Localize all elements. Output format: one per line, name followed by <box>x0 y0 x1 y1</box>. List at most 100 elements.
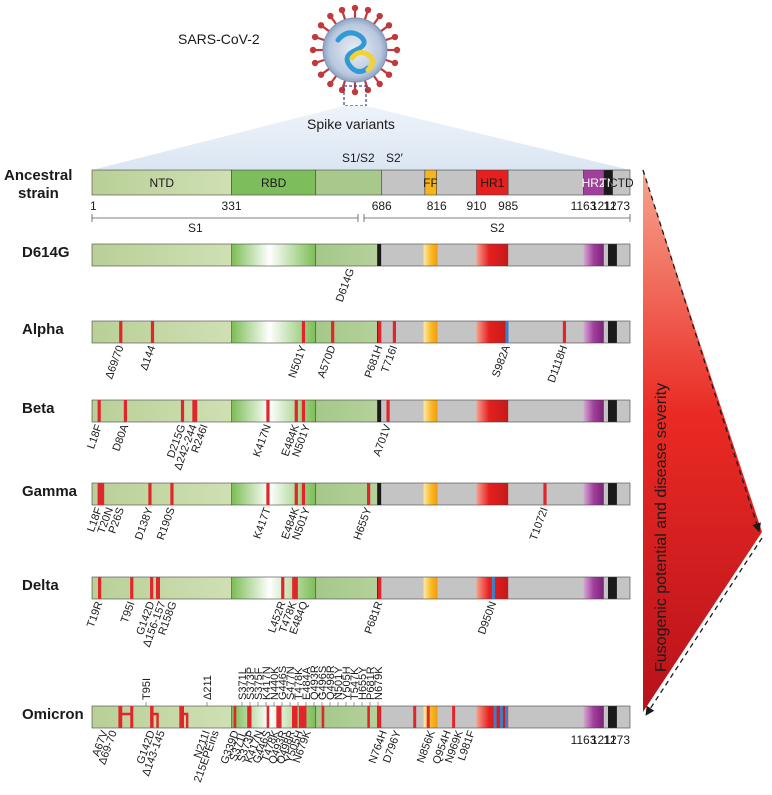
variant-segment <box>315 577 382 599</box>
omicron-position-1163: 1163 <box>571 733 597 747</box>
domain-s2c <box>507 169 584 196</box>
mutation-mark <box>156 577 161 599</box>
variant-tm <box>608 706 617 728</box>
severity-arrow <box>643 170 762 712</box>
mutation-label: D1118H <box>546 344 571 385</box>
virus-spike-head <box>317 22 325 29</box>
variant-outline <box>91 320 631 344</box>
variant-fp <box>423 577 438 599</box>
variant-name: Omicron <box>22 706 84 723</box>
mutation-label: H655Y <box>352 505 375 541</box>
variant-segment <box>315 400 382 422</box>
variant-hr2 <box>583 321 604 343</box>
virus-spike-head <box>311 59 319 67</box>
mutation-mark <box>294 577 298 599</box>
virus-spike-head <box>317 71 325 78</box>
mutation-mark <box>493 706 497 728</box>
mutation-label-above: Δ211 <box>202 675 214 700</box>
cleavage-mark <box>377 483 382 505</box>
cleavage-label: S1/S2 <box>342 151 375 165</box>
mutation-mark <box>491 577 495 599</box>
mutation-mark <box>294 483 298 505</box>
variant-segment <box>92 321 232 343</box>
mutation-mark <box>266 483 270 505</box>
position-tick-1211: 1211 <box>591 199 617 213</box>
mutation-mark <box>294 400 298 422</box>
mutation-label-above: S373P <box>245 667 257 700</box>
mutation-label: T1072I <box>528 506 551 542</box>
mutation-mark <box>543 483 547 505</box>
cleavage-mark <box>377 244 382 266</box>
mutation-label: A570D <box>316 344 339 380</box>
mutation-label: K417T <box>251 506 273 541</box>
mutation-mark <box>192 400 196 422</box>
mutation-mark <box>266 706 270 728</box>
mutation-mark <box>119 321 123 343</box>
ancestral-name-line2: strain <box>18 185 59 202</box>
variant-hr2 <box>583 706 604 728</box>
mutation-mark <box>378 577 382 599</box>
variant-hr1 <box>476 400 509 422</box>
domain-s2a <box>381 169 426 196</box>
s2-label: S2 <box>490 221 505 235</box>
mutation-mark <box>301 400 306 422</box>
variant-tm <box>608 244 617 266</box>
variant-tm <box>608 321 617 343</box>
mutation-label-above: T478K <box>293 667 305 700</box>
mutation-mark <box>378 706 381 728</box>
mutation-label-above: S371L <box>237 668 249 700</box>
domain-label-hr1: HR1 <box>480 176 504 190</box>
variant-name: Gamma <box>22 483 78 500</box>
mutation-mark <box>426 706 430 728</box>
domain-rbd <box>231 169 317 196</box>
mutation-mark <box>150 321 155 343</box>
mutation-mark <box>294 706 298 728</box>
domain-s1c <box>315 169 383 196</box>
mutation-mark <box>331 321 335 343</box>
virus-spike-head <box>327 12 334 20</box>
mutation-label: Δ144 <box>138 344 158 372</box>
mutation-mark <box>302 706 305 728</box>
variant-hr2 <box>583 244 604 266</box>
variant-segment <box>231 244 316 266</box>
variant-name: Beta <box>22 400 55 417</box>
mutation-mark <box>499 706 503 728</box>
mutation-label: T19R <box>85 600 105 629</box>
variant-name: Alpha <box>22 321 64 338</box>
variant-outline <box>91 576 631 600</box>
domain-hr1 <box>476 169 509 196</box>
side-label: Fusogenic potential and disease severity <box>653 383 670 672</box>
mutation-mark <box>170 483 174 505</box>
position-tick-686: 686 <box>372 199 392 213</box>
mutation-mark <box>392 321 397 343</box>
position-tick-1: 1 <box>90 199 97 213</box>
variant-hr2 <box>583 400 604 422</box>
virus-illustration <box>309 4 401 96</box>
variant-fp <box>423 321 438 343</box>
deletion-bracket <box>150 712 159 728</box>
variant-fp <box>423 244 438 266</box>
variant-segment <box>92 483 232 505</box>
mutation-label: K417N <box>251 423 274 459</box>
s2prime-label: S2′ <box>386 151 404 165</box>
variant-fp <box>423 400 438 422</box>
mutation-mark <box>386 400 390 422</box>
virus-protein <box>349 50 376 73</box>
domain-label-rbd: RBD <box>261 176 287 190</box>
mutation-mark <box>281 577 285 599</box>
mutation-mark <box>276 706 279 728</box>
variant-row-omicron: Omicron T95I Δ211 S371LS373PS375FK417NN440K… <box>22 665 630 784</box>
virus-spike-head <box>391 59 399 67</box>
variant-hr1 <box>476 706 509 728</box>
mutation-label-above: G496S <box>317 666 329 700</box>
variant-outline <box>91 243 631 267</box>
virus-spike-head <box>351 4 359 12</box>
variant-hr2 <box>583 577 604 599</box>
mutation-mark <box>100 483 105 505</box>
ancestral-name-line1: Ancestral <box>4 167 72 184</box>
variant-segment <box>315 321 382 343</box>
